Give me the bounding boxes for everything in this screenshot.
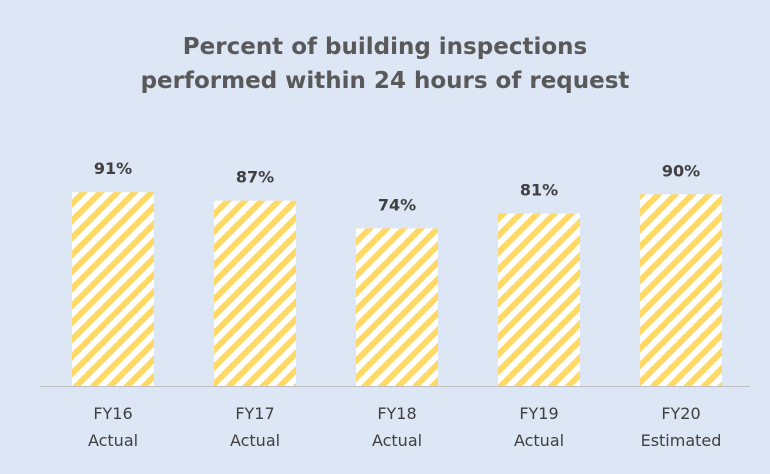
- chart-title-box: Percent of building inspections performe…: [0, 30, 770, 98]
- data-label: 74%: [378, 195, 416, 214]
- x-tick-label: FY20 Estimated: [640, 404, 722, 450]
- x-tick-label: FY17 Actual: [229, 404, 281, 450]
- bar: [214, 200, 296, 386]
- x-tick-label: FY18 Actual: [371, 404, 423, 450]
- data-label: 90%: [662, 161, 700, 180]
- bar: [356, 228, 438, 386]
- data-label: 81%: [520, 180, 558, 199]
- bar: [640, 194, 722, 386]
- data-label: 87%: [236, 168, 274, 187]
- x-tick-label: FY19 Actual: [513, 404, 565, 450]
- x-tick-label: FY16 Actual: [87, 404, 139, 450]
- chart-title: Percent of building inspections performe…: [140, 34, 630, 94]
- bar: [498, 213, 580, 386]
- bar: [72, 192, 154, 386]
- data-label: 91%: [94, 159, 132, 178]
